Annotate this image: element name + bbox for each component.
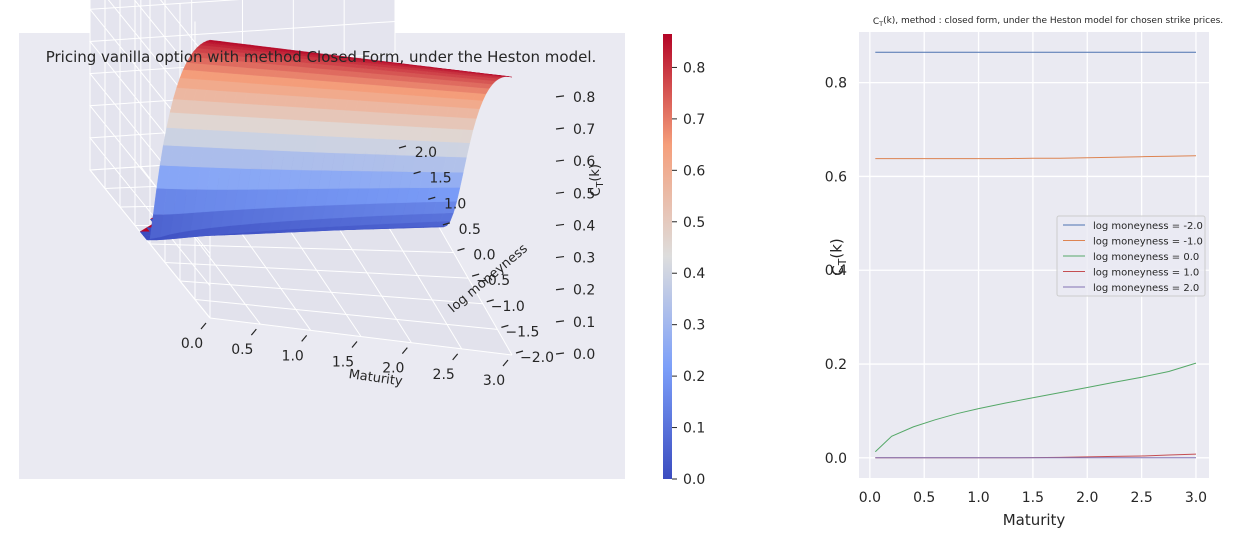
price-tick-label: 0.8 [573,90,595,106]
legend-box [1056,215,1206,297]
x-tick-label: 3.0 [1185,490,1207,506]
colorbar-tick-label: 0.1 [683,421,705,437]
x-tick-label: 2.0 [1076,490,1098,506]
y-tick-label: 0.8 [825,76,847,92]
log-moneyness-tick [413,171,421,175]
x-tick-label: 1.5 [1022,490,1044,506]
price-tick-label: 0.2 [573,283,595,299]
price-tick [555,320,565,323]
price-tick-label: 0.6 [573,154,595,170]
maturity-tick [200,322,207,330]
colorbar-tick-label: 0.7 [683,112,705,128]
log-moneyness-tick-label: −0.5 [476,273,510,289]
log-moneyness-tick [471,273,480,277]
price-tick-label: 0.3 [573,251,595,267]
colorbar-bar [663,34,672,479]
log-moneyness-tick-label: 0.5 [459,222,481,238]
surface-title: Pricing vanilla option with method Close… [46,48,597,66]
floor-gridline [179,280,483,305]
x-tick-label: 2.5 [1130,490,1152,506]
x-tick-label: 0.0 [859,490,881,506]
colorbar-tick-label: 0.8 [683,60,705,76]
legend-entry: log moneyness = -1.0 [1093,237,1203,248]
maturity-tick-label: 2.5 [433,367,455,383]
log-moneyness-tick-label: −1.5 [505,324,539,340]
colorbar-tick-label: 0.0 [683,472,705,488]
colorbar-tick-label: 0.3 [683,318,705,334]
colorbar: 0.0 0.1 0.2 0.3 0.4 0.5 0.6 0.7 0.8 [663,34,705,488]
log-moneyness-tick-label: 0.0 [473,248,495,264]
floor-gridline [164,262,469,279]
surface-plot: 0.0 0.5 1.0 1.5 2.0 2.5 3.0Maturity−2.0−1.5−1.… [46,0,606,390]
wall-gridline [89,0,240,158]
surface-facet [498,75,513,78]
price-tick [555,288,565,291]
log-moneyness-tick [398,145,407,149]
maturity-tick-label: 1.0 [282,348,304,364]
price-axis-label: CT(k) [588,164,606,196]
price-tick [555,255,565,259]
maturity-tick-label: 0.5 [231,342,253,358]
log-moneyness-tick [428,196,436,200]
log-moneyness-tick [515,350,524,354]
price-tick [555,223,565,227]
legend-entry: log moneyness = 2.0 [1093,283,1199,294]
maturity-tick [452,353,459,361]
floor-gridline [194,299,498,330]
maturity-tick [351,341,358,348]
log-moneyness-tick-label: −1.0 [491,299,525,315]
maturity-tick [401,347,408,355]
price-tick [555,127,565,130]
maturity-tick-label: 0.0 [181,336,203,352]
log-moneyness-tick [442,222,451,226]
log-moneyness-tick-label: −2.0 [520,350,554,366]
wall-gridline [133,0,211,94]
price-tick-label: 0.1 [573,315,595,331]
maturity-tick-label: 3.0 [483,373,505,389]
series-line [874,362,1197,453]
maturity-tick-label: 2.0 [382,361,404,377]
legend-entry: log moneyness = 0.0 [1093,252,1199,263]
legend-entry: log moneyness = -2.0 [1093,221,1203,232]
price-tick [555,352,565,355]
x-tick-label: 1.0 [967,490,989,506]
price-tick-label: 0.4 [573,218,595,234]
line-plot-title: CT(k), method : closed form, under the H… [873,16,1223,28]
maturity-tick [250,328,257,336]
maturity-tick [502,359,509,367]
maturity-tick-label: 1.5 [332,355,354,371]
series-line [875,155,1197,160]
colorbar-tick-label: 0.5 [683,215,705,231]
price-tick-label: 0.5 [573,186,595,202]
price-tick-label: 0.0 [573,347,595,363]
y-axis-label: CT(k) [828,238,850,275]
wall-gridline [107,0,211,126]
log-moneyness-tick [501,324,509,328]
log-moneyness-tick [457,247,465,252]
x-tick-label: 0.5 [913,490,935,506]
wall-gridline [159,0,211,62]
maturity-tick [301,334,308,342]
price-tick [555,95,565,98]
log-moneyness-tick-label: 1.5 [429,171,451,187]
floor-gridline [149,243,454,253]
log-moneyness-tick-label: 2.0 [415,145,437,161]
colorbar-tick-label: 0.2 [683,369,705,385]
y-tick-label: 0.2 [825,357,847,373]
log-moneyness-tick-label: 1.0 [444,196,466,212]
y-tick-label: 0.6 [825,169,847,185]
y-tick-label: 0.4 [825,263,847,279]
legend-entry: log moneyness = 1.0 [1093,268,1199,279]
x-axis-label: Maturity [1003,511,1066,529]
colorbar-tick-label: 0.6 [683,163,705,179]
price-tick [555,191,565,194]
y-tick-label: 0.0 [825,451,847,467]
price-tick [555,159,565,162]
floor-gridline [209,317,513,356]
price-tick-label: 0.7 [573,122,595,138]
log-moneyness-tick [486,299,494,303]
colorbar-tick-label: 0.4 [683,266,705,282]
